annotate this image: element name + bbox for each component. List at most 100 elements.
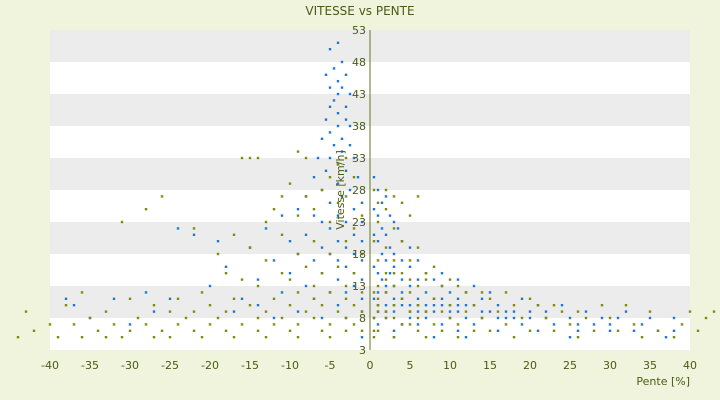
data-point [424,278,428,281]
data-point [360,214,364,217]
data-point [480,297,484,300]
data-point [344,195,348,198]
data-point [464,304,468,307]
data-point [280,291,284,294]
data-point [416,195,420,198]
data-point [372,265,376,268]
data-point [160,329,164,332]
data-point [120,336,124,339]
data-point [632,323,636,326]
data-point [372,329,376,332]
data-point [376,297,380,300]
data-point [200,336,204,339]
data-point [496,310,500,313]
data-point [336,182,340,185]
data-point [232,310,236,313]
data-point [224,310,228,313]
data-point [340,195,344,198]
data-point [440,284,444,288]
data-point [408,310,412,313]
data-point [192,329,196,332]
data-point [296,291,300,294]
data-point [376,201,380,204]
data-point [280,214,284,217]
data-point [464,291,468,294]
x-axis-label: Pente [%] [636,375,690,388]
data-point [336,80,340,83]
data-point [384,310,388,313]
data-point [336,201,340,204]
data-point [272,259,276,262]
data-point [416,246,420,249]
y-axis-label: Vitesse [km/h] [334,150,347,230]
data-point [384,291,388,294]
data-point [288,304,292,307]
data-point [360,329,364,332]
data-point [216,316,220,320]
data-point [440,329,444,332]
y-tick-label: 48 [352,56,366,69]
data-point [144,323,148,326]
data-point [376,329,380,332]
data-point [312,214,316,217]
data-point [240,278,244,281]
data-point [392,316,396,320]
data-point [304,195,308,198]
data-point [264,336,268,339]
data-point [380,201,384,204]
data-point [384,278,388,281]
data-point [648,316,652,320]
data-point [288,240,292,243]
data-point [504,310,508,313]
data-point [448,310,452,313]
y-tick-label: 18 [352,248,366,261]
data-point [380,252,384,256]
y-tick-label: 23 [352,216,366,229]
data-point [160,195,164,198]
data-point [360,220,364,224]
data-point [304,265,308,268]
data-point [256,316,260,320]
data-point [264,259,268,262]
data-point [376,259,380,262]
data-point [328,48,332,51]
data-point [392,329,396,332]
data-point [480,316,484,320]
y-tick-label: 13 [352,280,366,293]
data-point [296,150,300,153]
data-point [480,291,484,294]
data-point [340,86,344,89]
y-tick-label: 43 [352,88,366,101]
data-point [328,291,332,294]
data-point [264,220,268,224]
data-point [340,60,344,64]
data-point [352,284,356,288]
data-point [472,323,476,326]
data-point [656,329,660,332]
data-point [248,246,252,249]
data-point [288,329,292,332]
y-tick-label: 3 [359,344,366,357]
data-point [380,278,384,281]
x-tick-label: -40 [41,359,59,372]
data-point [80,291,84,294]
data-point [592,329,596,332]
data-point [16,336,20,339]
data-point [372,176,376,179]
data-point [456,304,460,307]
x-tick-label: -20 [201,359,219,372]
data-point [432,297,436,300]
data-point [448,316,452,320]
data-point [392,227,396,230]
data-point [600,316,604,320]
data-point [144,208,148,211]
data-point [72,304,76,307]
data-point [348,188,352,192]
data-point [168,336,172,339]
data-point [328,323,332,326]
data-point [408,265,412,268]
data-points [16,41,716,339]
data-point [616,329,620,332]
data-point [552,329,556,332]
data-point [376,240,380,243]
